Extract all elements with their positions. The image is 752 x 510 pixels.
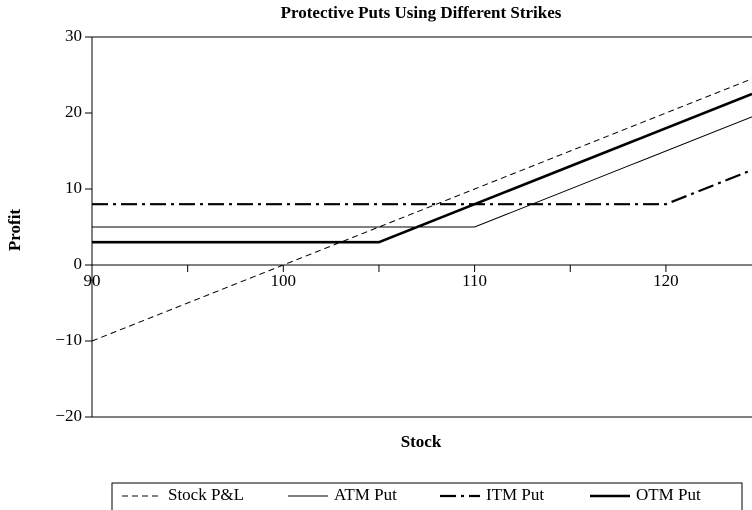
y-axis-label: Profit	[5, 209, 24, 252]
x-tick-label: 100	[271, 271, 297, 290]
series-line	[92, 92, 752, 244]
y-tick-label: 30	[65, 26, 82, 45]
x-tick-label: 90	[84, 271, 101, 290]
legend-label: Stock P&L	[168, 485, 244, 504]
series-line	[92, 116, 752, 228]
y-tick-label: 20	[65, 102, 82, 121]
chart-title: Protective Puts Using Different Strikes	[281, 3, 562, 22]
x-tick-label: 110	[462, 271, 487, 290]
x-axis-label: Stock	[401, 432, 442, 451]
legend-label: OTM Put	[636, 485, 701, 504]
x-tick-label: 120	[653, 271, 679, 290]
series-line	[91, 78, 752, 342]
y-tick-label: 0	[74, 254, 83, 273]
y-tick-label: −10	[55, 330, 82, 349]
legend-label: ITM Put	[486, 485, 544, 504]
series-line	[92, 168, 752, 206]
legend-box	[111, 482, 743, 510]
y-tick-label: 10	[65, 178, 82, 197]
y-tick-label: −20	[55, 406, 82, 425]
legend-label: ATM Put	[334, 485, 397, 504]
